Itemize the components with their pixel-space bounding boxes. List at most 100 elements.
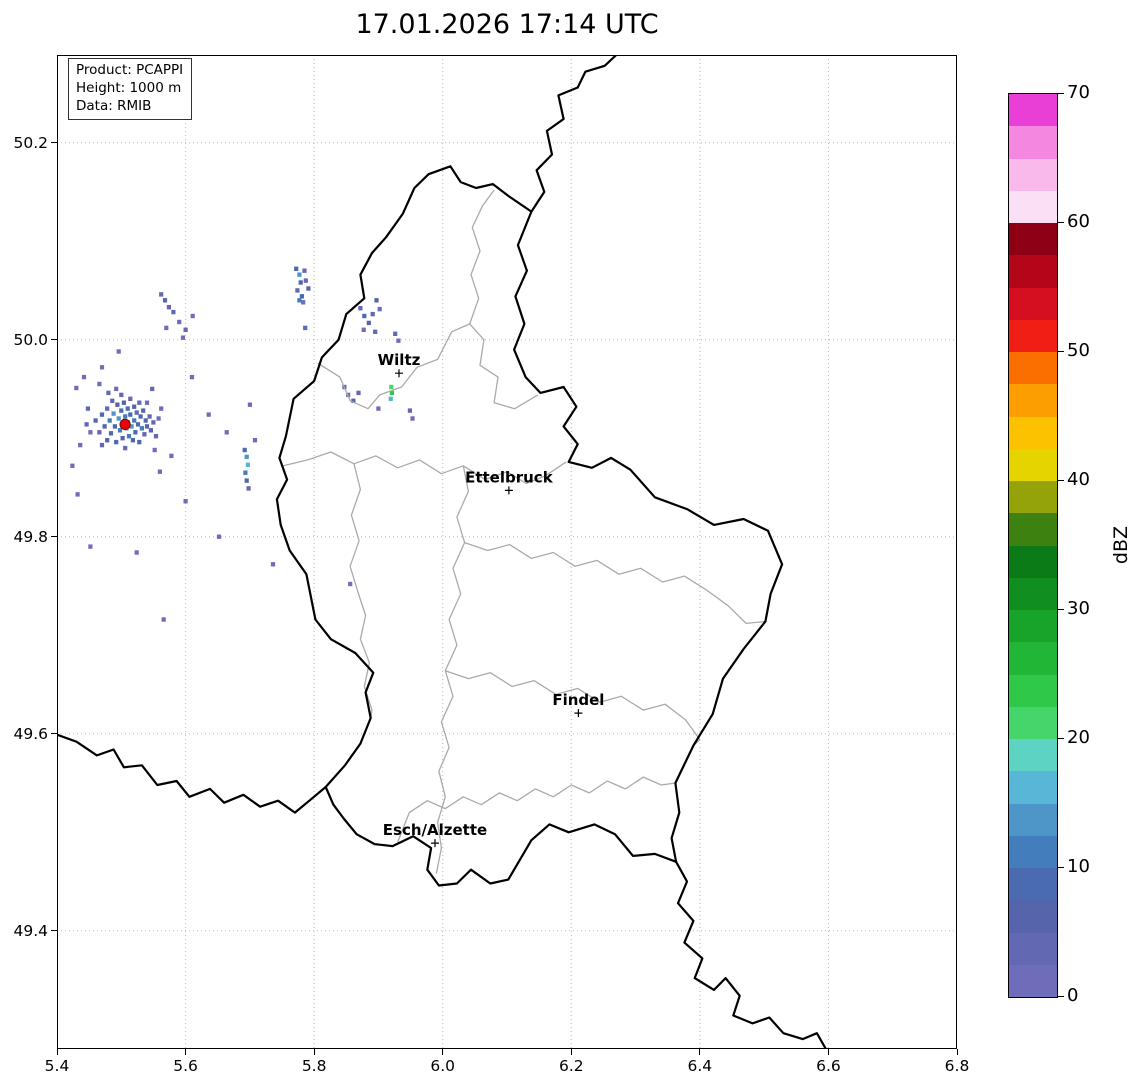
radar-echo-cell — [123, 414, 128, 419]
y-tick-mark — [51, 536, 57, 538]
radar-echo-cell — [224, 430, 229, 435]
x-tick-mark — [185, 1049, 187, 1055]
radar-echo-cell — [119, 392, 124, 398]
colorbar-segment — [1009, 610, 1057, 643]
radar-echo-cell — [162, 298, 168, 303]
colorbar-tick-mark — [1058, 350, 1064, 352]
y-tick-mark — [51, 930, 57, 932]
colorbar-segment — [1009, 448, 1057, 481]
y-tick-label: 50.2 — [13, 133, 48, 152]
radar-echo-cell — [299, 294, 304, 299]
district-border — [317, 323, 539, 410]
colorbar-tick-mark — [1058, 866, 1064, 868]
radar-echo-cell — [370, 311, 375, 317]
colorbar-tick-label: 60 — [1067, 211, 1090, 232]
neighbor-country-border — [530, 55, 618, 213]
radar-echo-cell — [156, 416, 161, 421]
city-label: Findel — [552, 691, 604, 709]
radar-echo-cell — [119, 408, 124, 413]
radar-echo-cell — [216, 534, 222, 539]
radar-echo-cell — [244, 478, 249, 483]
colorbar-tick-mark — [1058, 92, 1064, 94]
radar-echo-cell — [389, 384, 394, 390]
radar-echo-cell — [246, 486, 251, 491]
city-marker-cross — [504, 486, 513, 495]
plot-frame — [57, 55, 957, 1049]
radar-echo-cell — [141, 408, 146, 413]
colorbar-segments — [1009, 94, 1057, 997]
radar-echo-cell — [114, 386, 119, 392]
radar-echo-cell — [169, 453, 174, 459]
radar-echo-cell — [302, 268, 307, 273]
info-height: Height: 1000 m — [76, 79, 182, 96]
radar-echo-cell — [366, 320, 371, 326]
colorbar-tick-label: 50 — [1067, 340, 1090, 361]
colorbar-segment — [1009, 190, 1057, 223]
city-marker-cross — [395, 369, 403, 378]
x-tick-label: 6.0 — [430, 1057, 456, 1075]
district-border — [349, 463, 373, 719]
radar-echo-cell — [70, 463, 75, 468]
info-data-source: Data: RMIB — [76, 97, 152, 114]
radar-echo-cell — [361, 327, 366, 332]
radar-echo-cell — [134, 410, 139, 415]
radar-echo-cell — [164, 325, 169, 331]
radar-echo-cell — [297, 272, 302, 277]
x-tick-label: 5.8 — [301, 1057, 327, 1075]
radar-echo-cell — [183, 499, 188, 504]
x-tick-mark — [442, 1049, 444, 1055]
radar-echo-cell — [301, 300, 306, 305]
radar-echo-cell — [245, 462, 250, 467]
radar-echo-cell — [183, 327, 188, 332]
radar-echo-cell — [243, 470, 248, 475]
colorbar-tick-mark — [1058, 479, 1064, 481]
radar-echo-cell — [99, 442, 105, 448]
colorbar-axis-label: dBZ — [1110, 525, 1132, 565]
district-border — [397, 776, 676, 843]
radar-echo-cell — [88, 430, 93, 435]
radar-echo-cell — [99, 365, 105, 370]
radar-echo-cell — [81, 374, 87, 380]
radar-site-dot — [119, 418, 131, 430]
neighbor-country-border — [57, 733, 327, 814]
colorbar-segment — [1009, 674, 1057, 707]
colorbar-tick-label: 0 — [1067, 985, 1079, 1006]
radar-echo-cell — [138, 414, 143, 419]
colorbar-segment — [1009, 771, 1057, 804]
radar-echo-cell — [137, 439, 142, 445]
radar-echo-cell — [389, 390, 394, 396]
radar-echo-cell — [358, 306, 363, 311]
colorbar — [1008, 93, 1058, 998]
radar-echo-cell — [362, 313, 367, 319]
radar-echo-cell — [388, 396, 393, 401]
colorbar-tick-mark — [1058, 608, 1064, 610]
radar-echo-cell — [159, 406, 164, 411]
radar-echo-cell — [108, 431, 114, 436]
city-label: Ettelbruck — [465, 468, 554, 486]
radar-echo-cell — [356, 390, 361, 396]
radar-echo-cell — [144, 400, 150, 405]
radar-echo-cell — [294, 266, 299, 271]
radar-echo-cell — [152, 447, 157, 453]
radar-echo-cell — [97, 430, 102, 435]
radar-echo-cell — [247, 402, 252, 407]
radar-echo-cell — [128, 412, 133, 417]
x-tick-mark — [313, 1049, 315, 1055]
radar-echo-cell — [144, 424, 150, 429]
colorbar-segment — [1009, 835, 1057, 868]
radar-echo-cell — [153, 434, 159, 439]
radar-echo-cell — [295, 288, 300, 293]
colorbar-tick-label: 70 — [1067, 82, 1090, 103]
x-tick-label: 5.6 — [173, 1057, 198, 1075]
colorbar-segment — [1009, 158, 1057, 191]
colorbar-segment — [1009, 900, 1057, 933]
radar-echo-cell — [297, 298, 302, 303]
colorbar-segment — [1009, 868, 1057, 901]
radar-echo-cell — [377, 306, 382, 312]
y-tick-label: 49.8 — [13, 527, 48, 546]
radar-echo-cell — [135, 422, 141, 427]
district-border — [464, 541, 766, 625]
district-border — [283, 451, 567, 485]
colorbar-segment — [1009, 739, 1057, 772]
